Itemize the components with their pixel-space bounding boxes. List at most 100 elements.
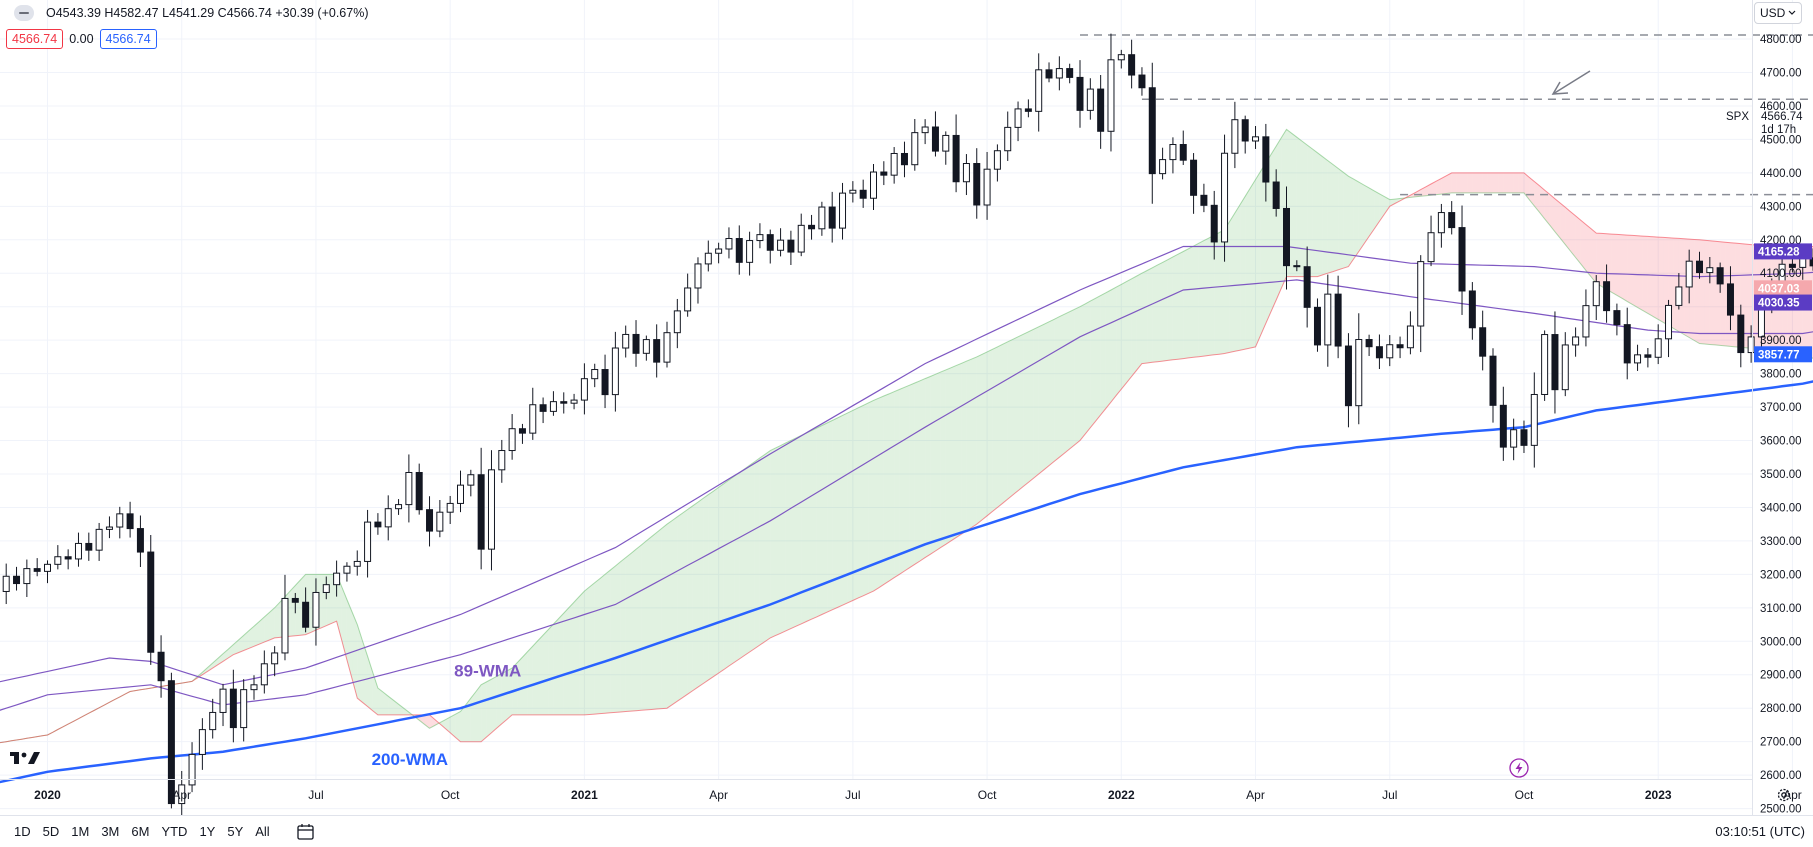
candle [13,566,21,591]
candle [1221,134,1229,262]
price-tick-label: 3800.00 [1760,369,1802,381]
cloud-segment [1482,172,1488,193]
cloud-segment [1178,251,1184,360]
price-chart[interactable]: 89-WMA 200-WMA 4800.00 4700.00 4600.00 4500.… [0,0,1813,815]
candle [1252,125,1260,149]
candle [818,201,826,236]
candle [1014,101,1022,142]
price-tick-label: 3300.00 [1760,536,1802,548]
range-all-button[interactable]: All [255,824,270,839]
legend-toggle-icon[interactable] [14,5,34,21]
ask-price[interactable]: 4566.74 [99,29,157,49]
range-5y-button[interactable]: 5Y [227,824,244,839]
range-1y-button[interactable]: 1Y [199,824,216,839]
cloud-segment [1265,154,1272,324]
candle [219,683,227,727]
candle [1179,130,1187,165]
utc-clock[interactable]: 03:10:51 (UTC) [1715,824,1805,839]
tradingview-logo-icon[interactable] [10,752,40,764]
cloud-segment [1095,295,1101,422]
cloud-segment [517,657,523,715]
cloud-segment [992,346,998,512]
range-ytd-button[interactable]: YTD [161,824,188,839]
calendar-icon[interactable] [296,823,316,841]
svg-text:3857.77: 3857.77 [1758,349,1800,361]
cloud-segment [1544,190,1550,226]
cloud-segment [1627,235,1633,305]
candle [1468,282,1476,340]
cloud-segment [527,646,533,715]
price-tick-label: 3400.00 [1760,502,1802,514]
cloud-segment [863,402,869,596]
gear-icon[interactable] [1776,787,1792,803]
range-1m-button[interactable]: 1M [71,824,90,839]
cloud-segment [419,714,425,725]
bid-price[interactable]: 4566.74 [6,29,64,49]
candle [560,392,568,414]
arrow-annotation-icon[interactable] [1551,70,1591,95]
range-3m-button[interactable]: 3M [101,824,120,839]
range-1d-button[interactable]: 1D [14,824,31,839]
lightning-icon[interactable] [1509,758,1529,778]
candle [777,228,785,257]
candle [333,560,341,597]
time-axis[interactable]: 2020 Apr Jul Oct 2021 Apr Jul Oct 2022 Apr Jul Oct 2… [0,779,1813,803]
candle [1231,101,1239,169]
cloud-segment [403,708,409,715]
cloud-segment [1028,329,1034,483]
candle [322,576,330,600]
range-5d-button[interactable]: 5D [42,824,60,839]
cloud-segment [976,354,982,525]
cloud-segment [1570,211,1576,258]
candle [1190,153,1198,214]
cloud-segment [667,520,673,709]
cloud-segment [1575,215,1581,264]
cloud-segment [1291,133,1297,277]
cloud-segment [1647,236,1654,317]
cloud-segment [1271,146,1277,312]
cloud-segment [966,359,972,531]
cloud-segment [1224,221,1230,354]
candle [962,154,970,196]
price-tick-label: 3500.00 [1760,469,1802,481]
cloud-segment [470,691,476,742]
last-price-label: 4566.74 [1761,111,1803,123]
candle [508,414,516,460]
cloud-segment [935,372,941,551]
cloud-segment [269,607,275,641]
cloud-segment [465,698,471,742]
price-axis-badge[interactable]: 3857.77 [1754,346,1812,363]
candle [1148,62,1156,204]
cloud-segment [207,663,213,672]
price-axis-badge[interactable]: 4037.03 [1754,280,1812,297]
candle [343,562,351,582]
cloud-segment [1245,187,1251,350]
price-axis[interactable]: 4800.00 4700.00 4600.00 4500.00 4400.00 4300.… [1726,0,1812,815]
candle [250,675,258,700]
cloud-segment [1296,137,1302,277]
cloud-segment [1002,341,1008,504]
range-6m-button[interactable]: 6M [131,824,150,839]
cloud-segment [636,545,642,711]
candle [1809,248,1813,271]
cloud-segment [259,617,265,645]
cloud-segment [728,476,735,667]
candle [766,229,774,264]
candle [1159,147,1167,180]
cloud-segment [734,472,740,663]
candle [384,495,392,541]
cloud-segment [868,400,874,594]
cloud-segment [1110,287,1117,403]
cloud-segment [1209,235,1215,356]
cloud-segment [574,596,580,715]
price-axis-badge[interactable]: 4030.35 [1754,294,1812,311]
cloud-segment [687,505,693,695]
price-tick-label: 2900.00 [1760,670,1802,682]
cloud-segment [1240,196,1246,351]
cloud-segment [1580,220,1586,271]
candle [684,273,692,317]
bid-ask-boxes: 4566.74 0.00 4566.74 [6,29,157,49]
currency-select[interactable]: USD [1754,2,1802,24]
cloud-segment [878,396,884,588]
price-axis-badge[interactable]: 4165.28 [1754,243,1812,260]
